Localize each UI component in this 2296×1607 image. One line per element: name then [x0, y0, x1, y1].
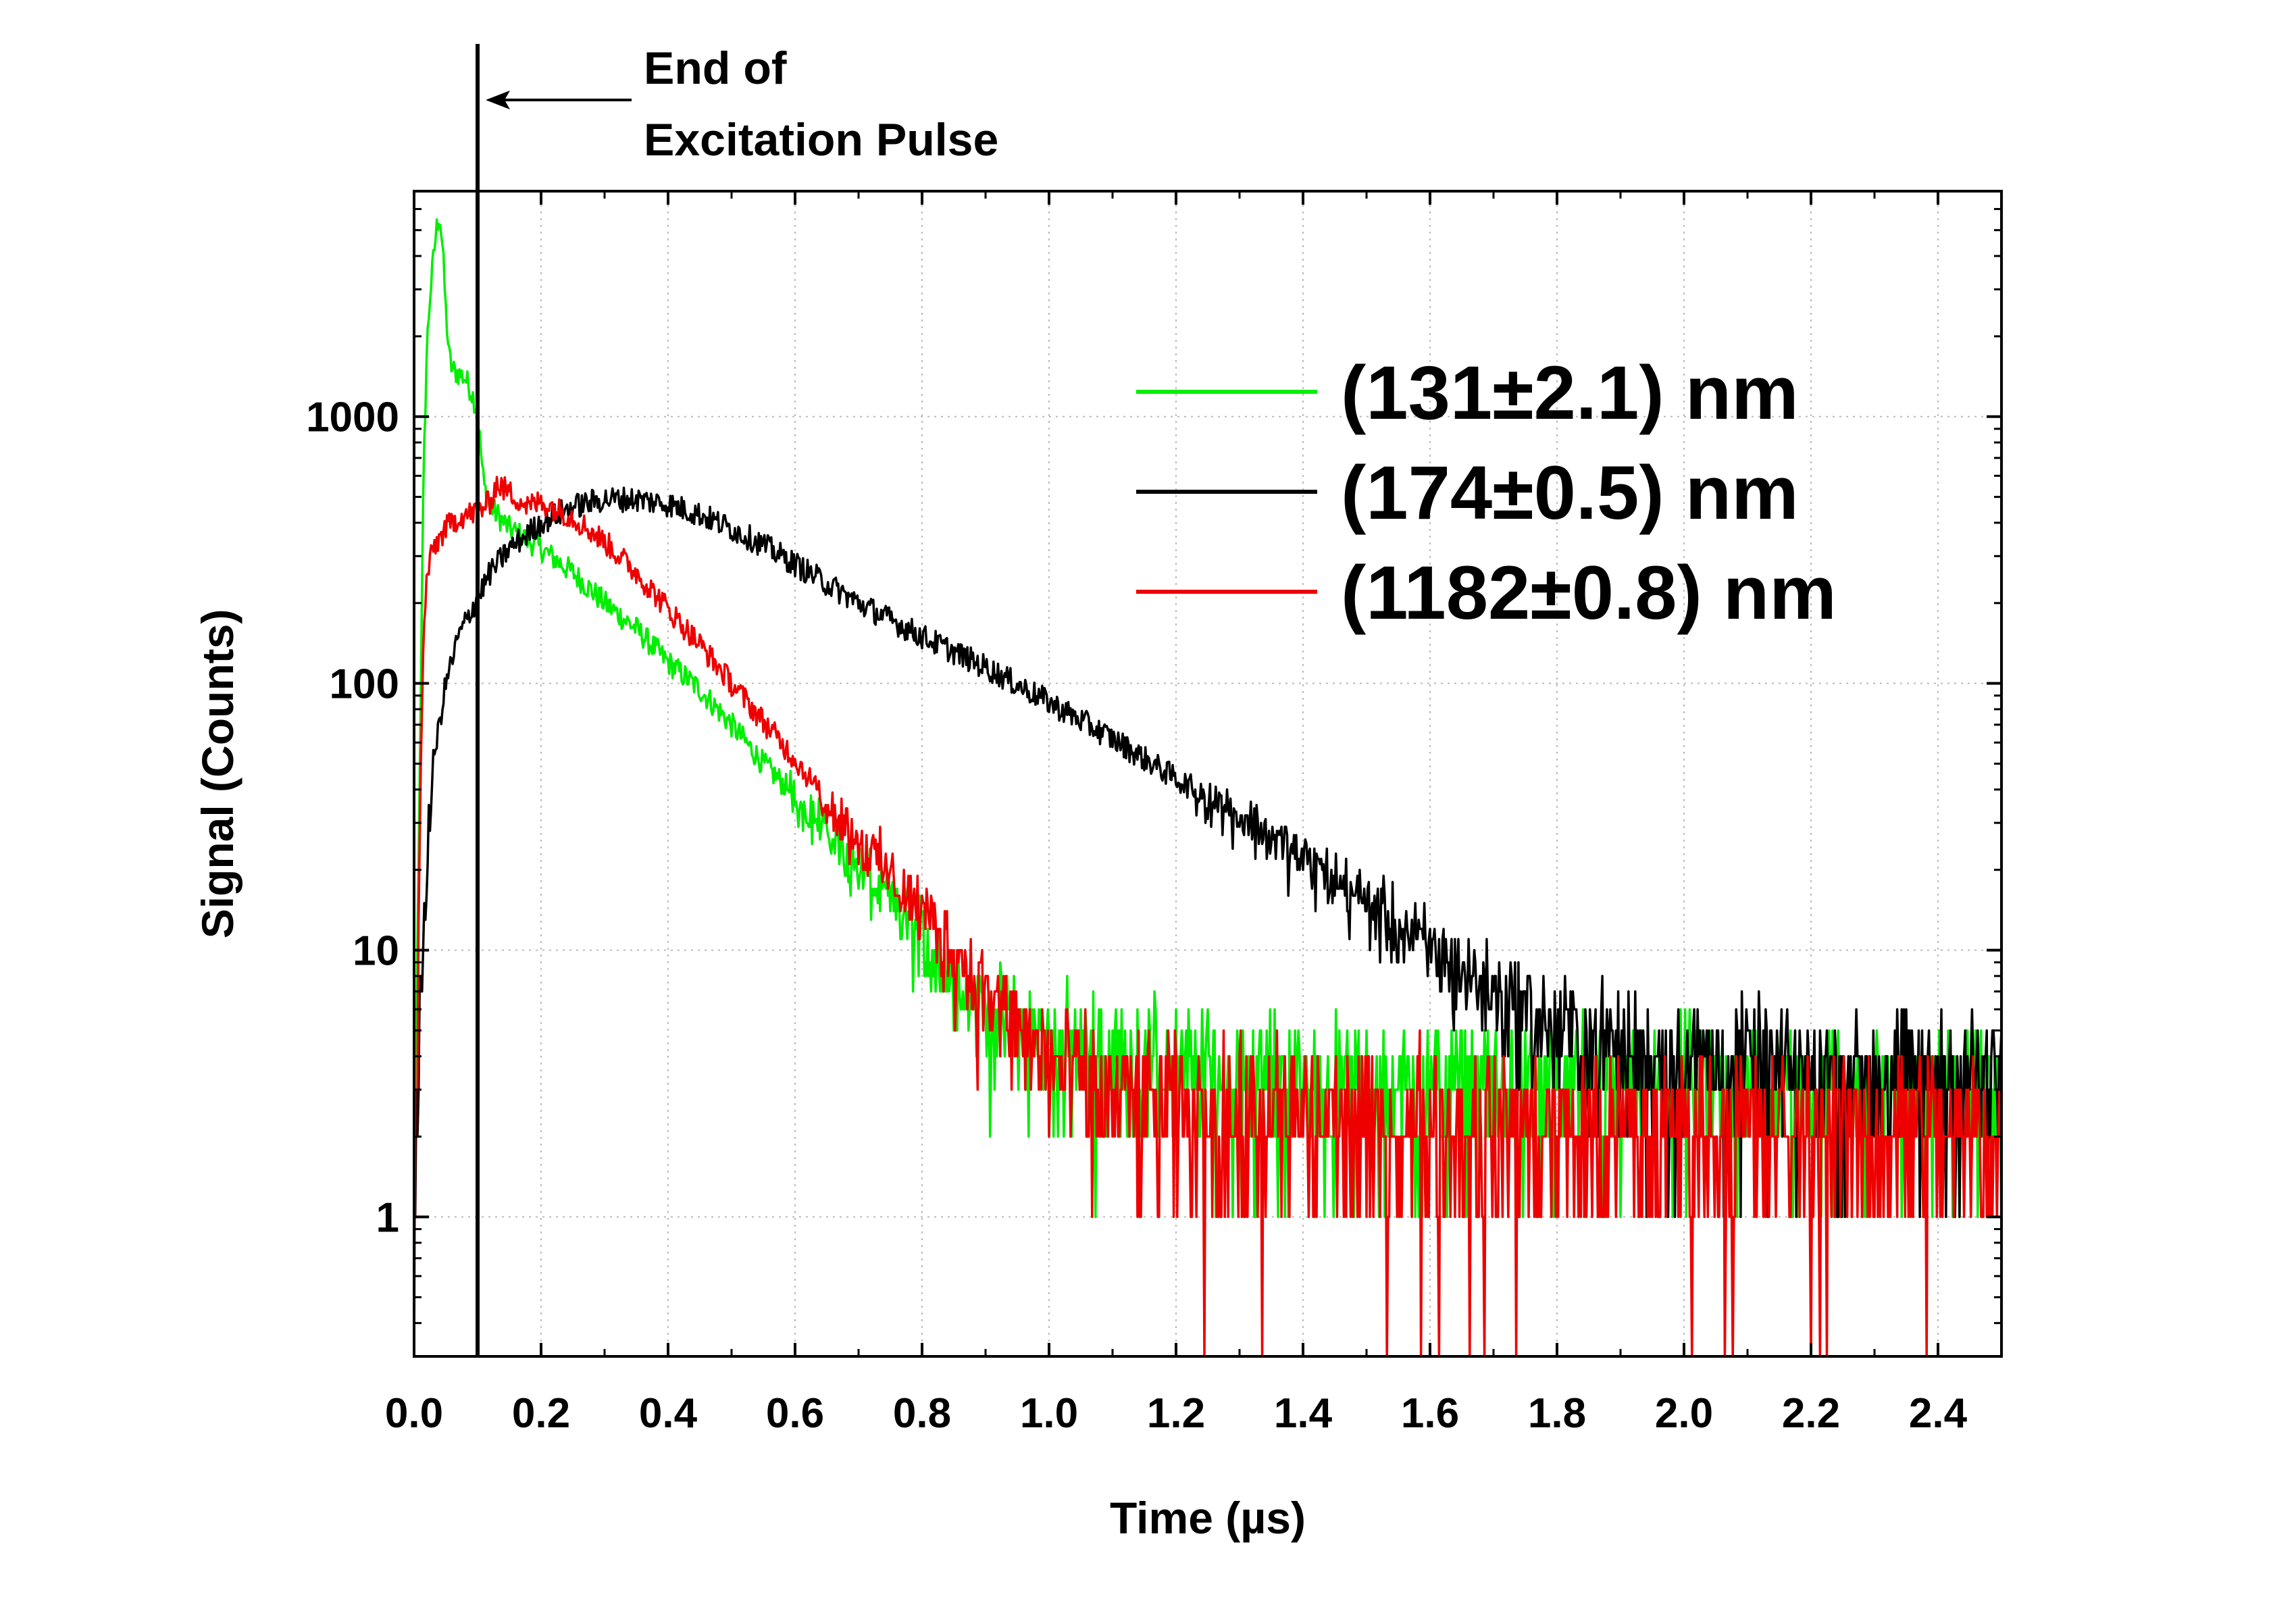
series-1182nm-line: [414, 476, 2001, 1356]
legend-entry-1182nm-label: (1182±0.8) nm: [1341, 551, 1837, 635]
x-tick-label: 0.0: [385, 1390, 443, 1437]
y-tick-label: 1: [376, 1195, 399, 1242]
series-131nm-line: [414, 218, 2001, 1219]
x-axis-title: Time (µs): [1110, 1493, 1306, 1543]
x-tick-label: 2.2: [1782, 1390, 1840, 1437]
x-tick-label: 1.4: [1274, 1390, 1333, 1437]
x-tick-label: 2.0: [1655, 1390, 1713, 1437]
x-tick-label: 1.6: [1401, 1390, 1459, 1437]
legend: (131±2.1) nm (174±0.5) nm (1182±0.8) nm: [1136, 351, 1837, 635]
y-tick-label: 10: [353, 928, 399, 975]
x-tick-label: 1.2: [1147, 1390, 1205, 1437]
plot-area: [414, 218, 2001, 1356]
annotation-line1: End of: [644, 43, 787, 94]
y-tick-label: 1000: [306, 394, 399, 441]
annotation-arrow-head: [486, 91, 510, 109]
x-tick-label: 0.4: [639, 1390, 698, 1437]
x-tick-label: 0.6: [766, 1390, 824, 1437]
y-tick-label: 100: [330, 661, 399, 708]
annotation-line2: Excitation Pulse: [644, 114, 998, 165]
x-tick-label: 0.8: [893, 1390, 951, 1437]
legend-entry-131nm-label: (131±2.1) nm: [1341, 351, 1799, 435]
x-tick-label: 1.0: [1020, 1390, 1078, 1437]
series-174nm-line: [414, 486, 2001, 1219]
axes: 0.0 0.2 0.4 0.6 0.8 1.0 1.2 1.4 1.6 1.8 2.0 2.2 2.4 1…: [306, 44, 2003, 1437]
plot-frame: [413, 190, 2003, 1358]
y-axis-title: Signal (Counts): [193, 609, 243, 939]
legend-entry-174nm-label: (174±0.5) nm: [1341, 451, 1799, 535]
x-tick-label: 0.2: [512, 1390, 570, 1437]
x-tick-label: 2.4: [1909, 1390, 1968, 1437]
x-tick-label: 1.8: [1528, 1390, 1586, 1437]
